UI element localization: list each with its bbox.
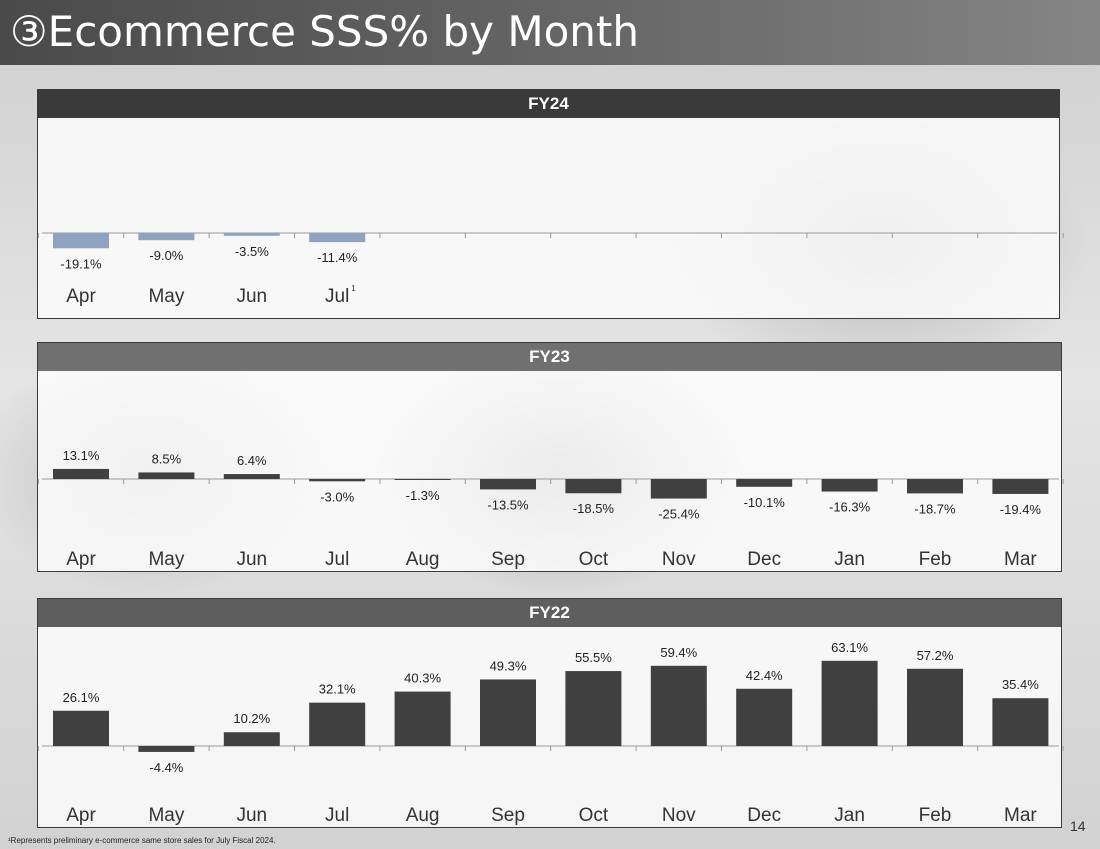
data-label: 10.2% [233,711,270,726]
bar-nov [650,479,707,499]
fy24-chart-panel: FY24 -19.1% Apr -9.0% May -3.5% Jun -11.4% Jul 1 [37,89,1064,319]
category-label: May [148,549,184,570]
category-label: Sep [491,549,525,570]
fy23-chart-panel: FY23 13.1% Apr 8.5% May 6.4% Jun -3.0% Jul -1.3%… [37,342,1064,572]
bar-sep [480,479,536,490]
bar-feb [907,479,963,494]
data-label: -1.3% [406,488,440,503]
category-label: Dec [747,549,781,570]
bar-mar [992,698,1049,746]
category-label: Oct [579,549,609,570]
data-label: 32.1% [319,682,356,697]
category-label: Apr [66,805,96,826]
data-label: 63.1% [831,640,868,655]
bar-apr [53,468,109,479]
data-label: 6.4% [237,453,267,468]
data-label: -18.5% [573,501,615,516]
category-label: Oct [579,805,609,826]
bar-jan [821,479,878,492]
bar-oct [565,479,622,494]
category-label: Jan [834,805,865,826]
category-label: Jul [325,805,349,826]
bar-dec [736,479,793,487]
data-label: 59.4% [660,645,697,660]
category-label: Feb [919,805,952,826]
bar-feb [907,668,963,746]
category-label: Jan [834,549,865,570]
data-label: 49.3% [490,658,527,673]
fy22-bar-chart: 26.1% Apr -4.4% May 10.2% Jun 32.1% Jul 40.3% Aug… [37,640,1064,826]
category-label: Mar [1004,549,1037,570]
data-label: 42.4% [746,668,783,683]
data-label: -25.4% [658,507,700,522]
data-label: 26.1% [63,690,100,705]
bar-oct [565,671,622,746]
fy24-chart-title: FY24 [38,90,1059,118]
category-label: Dec [747,805,781,826]
data-label: -16.3% [829,500,871,515]
bar-may [138,233,195,241]
category-label: May [148,805,184,826]
data-label: -13.5% [487,497,529,512]
bar-jun [223,233,280,236]
bar-may [138,746,195,752]
fy22-chart-panel: FY22 26.1% Apr -4.4% May 10.2% Jun 32.1% Jul 40.… [37,598,1064,828]
bar-jun [223,474,280,479]
bar-aug [394,691,451,746]
category-label: Aug [406,805,440,826]
fy23-chart-title: FY23 [38,343,1061,371]
bar-mar [992,479,1049,494]
data-label: -18.7% [914,501,956,516]
data-label: -3.0% [320,489,354,504]
data-label: -19.1% [60,256,102,271]
category-label: Apr [66,286,96,307]
data-label: -11.4% [317,250,358,265]
footnote: ¹Represents preliminary e-commerce same … [8,836,276,845]
bar-apr [53,233,109,249]
bar-sep [480,679,536,746]
category-label: Jul [325,549,349,570]
bar-jul [309,233,366,243]
data-label: 8.5% [152,451,182,466]
title-bar: ③Ecommerce SSS% by Month [0,0,1100,65]
category-label: May [148,286,184,307]
data-label: 55.5% [575,650,612,665]
category-label: Jun [236,549,267,570]
data-label: 40.3% [404,671,441,686]
footnote-marker: 1 [351,284,356,293]
category-label: Jul [325,286,349,307]
fy24-bar-chart: -19.1% Apr -9.0% May -3.5% Jun -11.4% Jul 1 [37,232,1064,307]
category-label: Mar [1004,805,1037,826]
fy23-bar-chart: 13.1% Apr 8.5% May 6.4% Jun -3.0% Jul -1.3% Aug -1… [37,448,1064,570]
data-label: -3.5% [235,244,269,259]
data-label: -10.1% [744,495,786,510]
bar-jun [223,732,280,746]
category-label: Jun [236,286,267,307]
bar-may [138,472,195,479]
category-label: Aug [406,549,440,570]
category-label: Feb [919,549,952,570]
bar-apr [53,710,109,746]
bar-aug [394,479,451,481]
data-label: -4.4% [149,760,183,775]
category-label: Nov [662,805,696,826]
category-label: Sep [491,805,525,826]
data-label: -19.4% [1000,502,1042,517]
bar-dec [736,688,793,746]
bar-jul [309,702,366,746]
category-label: Jun [236,805,267,826]
bar-jul [309,479,366,482]
data-label: -9.0% [149,248,183,263]
bar-nov [650,665,707,746]
data-label: 35.4% [1002,677,1039,692]
data-label: 57.2% [917,648,954,663]
data-label: 13.1% [63,448,100,463]
bar-jan [821,660,878,746]
page-title: ③Ecommerce SSS% by Month [10,7,640,56]
fy22-chart-title: FY22 [38,599,1061,627]
category-label: Nov [662,549,696,570]
category-label: Apr [66,549,96,570]
page-number: 14 [1070,818,1086,834]
